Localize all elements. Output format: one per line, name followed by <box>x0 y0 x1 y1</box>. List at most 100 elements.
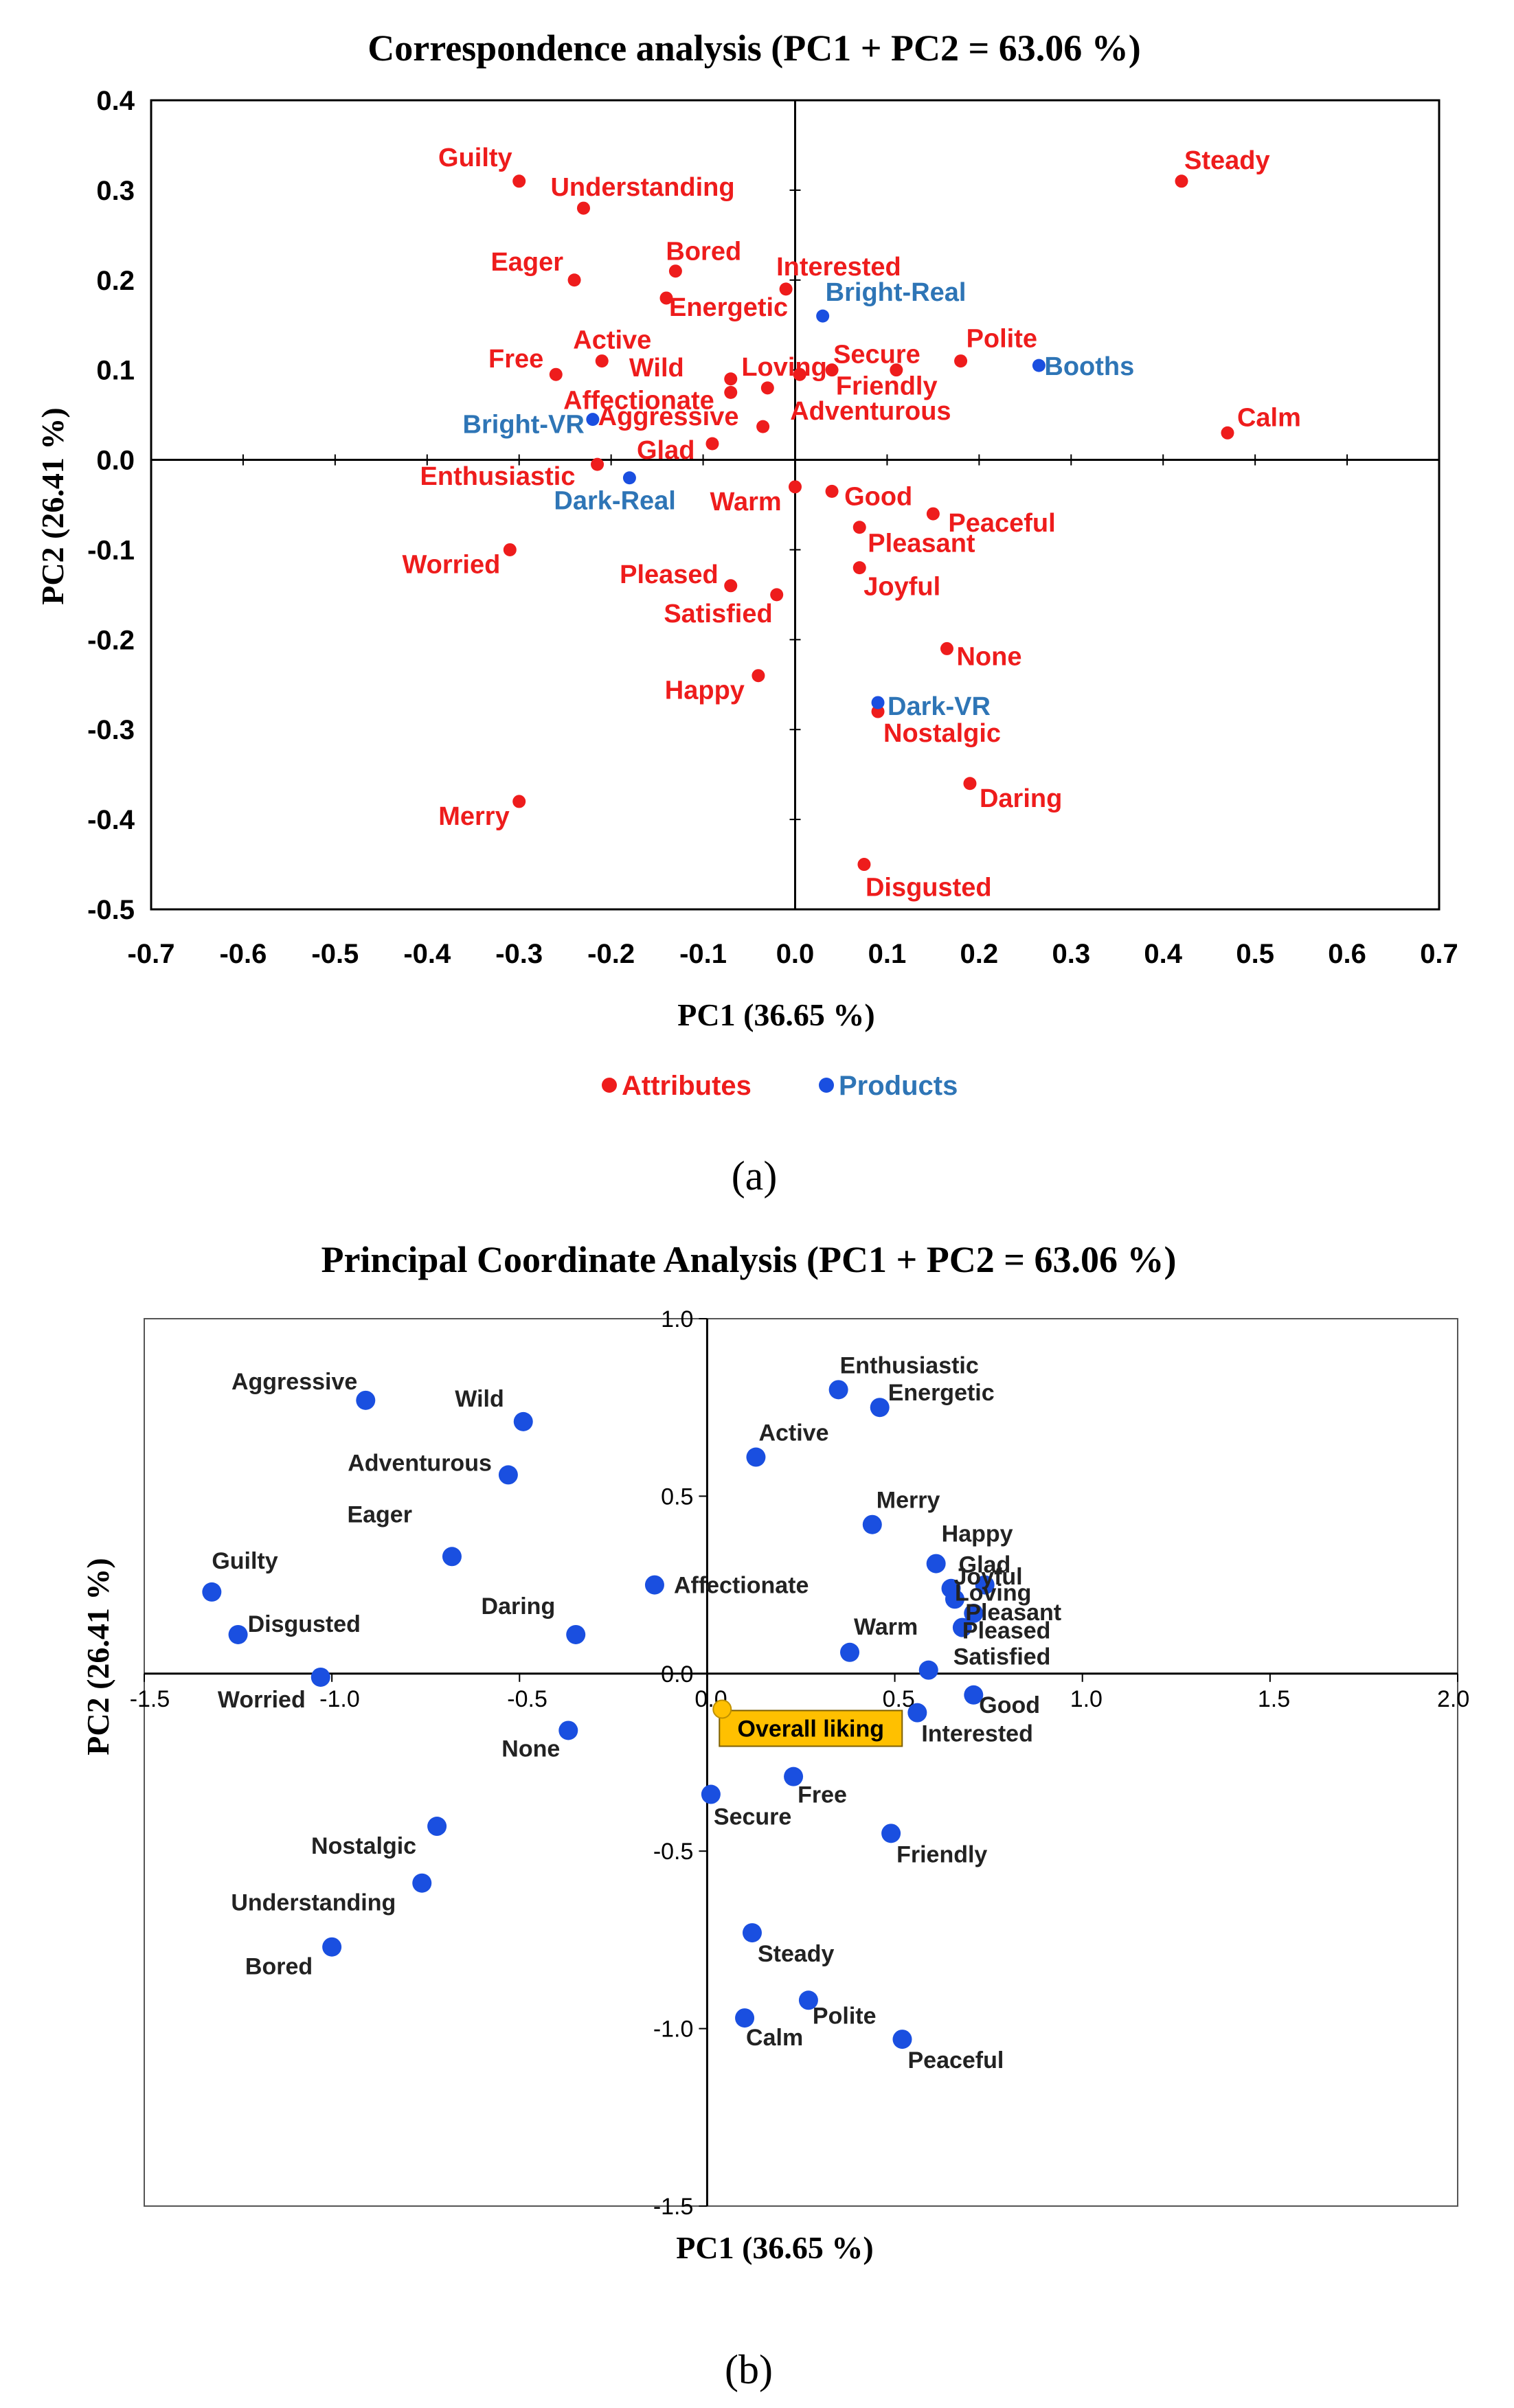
point-a-dark-real <box>622 471 636 485</box>
label-a-wild: Wild <box>629 354 684 383</box>
label-b-satisfied: Satisfied <box>953 1644 1051 1670</box>
point-b-daring <box>566 1624 586 1644</box>
chart-a-x-tick-label: 0.6 <box>1328 939 1366 969</box>
point-a-active <box>595 354 609 368</box>
chart-b-y-tick-labels: 1.0 0.5 0.0 -0.5 -1.0 -1.5 <box>653 1306 694 2220</box>
label-a-joyful: Joyful <box>863 573 940 602</box>
point-a-warm <box>789 480 802 494</box>
chart-b-x-tick-labels: -1.5 -1.0 -0.5 0.0 0.5 1.0 1.5 2.0 <box>130 1686 1470 1712</box>
point-b-active <box>746 1447 766 1467</box>
point-a-energetic <box>659 291 673 305</box>
chart-b-x-tick-label: 2.0 <box>1437 1686 1469 1712</box>
chart-a-title: Correspondence analysis (PC1 + PC2 = 63.… <box>368 27 1141 69</box>
point-b-free <box>784 1767 804 1786</box>
label-b-wild: Wild <box>455 1386 504 1412</box>
legend-attributes-label: Attributes <box>622 1071 752 1101</box>
chart-a-x-tick-label: -0.3 <box>495 939 543 969</box>
label-a-aggressive: Aggressive <box>598 402 739 431</box>
point-b-disgusted <box>228 1624 248 1644</box>
point-a-wild <box>724 372 738 386</box>
label-b-joyful: Joyful <box>954 1564 1023 1590</box>
point-b-steady <box>742 1923 762 1943</box>
point-b-merry <box>862 1514 882 1534</box>
point-a-bored <box>668 264 682 278</box>
label-b-calm: Calm <box>746 2025 803 2051</box>
chart-a-y-tick-label: -0.5 <box>87 895 135 925</box>
point-b-affectionate <box>644 1575 664 1595</box>
label-a-glad: Glad <box>637 436 694 465</box>
label-a-secure: Secure <box>833 341 920 370</box>
point-a-good <box>825 484 839 498</box>
label-a-peaceful: Peaceful <box>948 509 1055 538</box>
panel-a-correspondence-analysis: Correspondence analysis (PC1 + PC2 = 63.… <box>35 27 1458 1199</box>
chart-b-plot-frame <box>144 1318 1458 2207</box>
label-b-daring: Daring <box>482 1593 556 1620</box>
chart-a-x-tick-label: -0.1 <box>679 939 727 969</box>
label-a-happy: Happy <box>665 677 745 705</box>
label-a-pleasant: Pleasant <box>868 530 975 558</box>
point-a-polite <box>954 354 968 368</box>
point-a-daring <box>963 777 977 791</box>
label-b-friendly: Friendly <box>896 1841 987 1867</box>
label-b-bored: Bored <box>245 1954 313 1980</box>
point-a-satisfied <box>770 588 784 602</box>
panel-b-principal-coordinate-analysis: Principal Coordinate Analysis (PC1 + PC2… <box>80 1239 1469 2392</box>
chart-a-x-tick-label: -0.6 <box>219 939 267 969</box>
point-a-aggressive <box>756 420 770 433</box>
chart-a-y-tick-label: -0.4 <box>87 805 135 835</box>
chart-b-x-axis-label: PC1 (36.65 %) <box>676 2230 873 2265</box>
label-b-energetic: Energetic <box>888 1380 995 1406</box>
label-b-pleasant: Pleasant <box>965 1600 1061 1626</box>
label-a-bored: Bored <box>666 238 741 266</box>
label-a-friendly: Friendly <box>836 372 938 401</box>
legend-products-label: Products <box>839 1071 958 1101</box>
label-b-active: Active <box>758 1420 828 1446</box>
legend-products-marker <box>819 1078 834 1093</box>
chart-b-x-tick-label: -0.5 <box>507 1686 547 1712</box>
chart-a-y-tick-label: 0.0 <box>96 446 135 476</box>
chart-a-x-tick-label: 0.7 <box>1420 939 1458 969</box>
chart-a-x-tick-label: 0.3 <box>1052 939 1090 969</box>
chart-a-point-labels: Guilty Understanding Eager Bored Interested E… <box>402 144 1300 902</box>
label-b-enthusiastic: Enthusiastic <box>840 1352 979 1378</box>
label-a-booths: Booths <box>1044 352 1134 381</box>
label-a-worried: Worried <box>402 550 500 579</box>
point-b-pleased <box>952 1617 972 1637</box>
point-b-interested <box>907 1703 927 1723</box>
chart-b-x-tick-label: -1.0 <box>319 1686 360 1712</box>
point-b-energetic <box>870 1398 890 1418</box>
point-b-peaceful <box>892 2030 912 2049</box>
point-b-none <box>558 1720 578 1740</box>
point-b-happy <box>926 1554 946 1574</box>
point-b-loving <box>945 1589 964 1609</box>
label-a-understanding: Understanding <box>550 173 734 202</box>
label-a-eager: Eager <box>490 248 563 277</box>
chart-a-x-tick-label: 0.0 <box>776 939 815 969</box>
label-b-glad: Glad <box>959 1552 1011 1578</box>
chart-b-point-labels: Aggressive Wild Adventurous Eager Affectiona… <box>212 1352 1061 2074</box>
chart-a-legend: Attributes Products <box>602 1071 958 1101</box>
point-b-pleasant <box>964 1603 984 1623</box>
point-a-guilty <box>512 174 526 188</box>
chart-b-x-tick-label: 1.0 <box>1070 1686 1103 1712</box>
chart-b-x-tick-label: 1.5 <box>1258 1686 1290 1712</box>
label-b-guilty: Guilty <box>212 1548 278 1574</box>
label-a-loving: Loving <box>741 353 827 382</box>
chart-a-x-tick-label: 0.1 <box>868 939 907 969</box>
point-b-secure <box>701 1784 721 1804</box>
chart-a-x-axis-label: PC1 (36.65 %) <box>677 997 874 1032</box>
label-b-eager: Eager <box>347 1501 412 1527</box>
point-a-understanding <box>576 201 590 215</box>
chart-a-y-tick-labels: 0.4 0.3 0.2 0.1 0.0 -0.1 -0.2 -0.3 -0.4 -0.5 <box>87 86 135 925</box>
point-a-bright-vr <box>586 413 600 427</box>
chart-b-x-tick-label: -1.5 <box>130 1686 170 1712</box>
point-a-eager <box>567 273 581 287</box>
point-a-secure <box>825 363 839 377</box>
overall-liking-box <box>719 1710 903 1747</box>
chart-a-y-tick-label: -0.3 <box>87 715 135 745</box>
chart-a-y-tick-label: 0.2 <box>96 266 135 296</box>
point-a-pleasant <box>852 521 866 534</box>
chart-b-title: Principal Coordinate Analysis (PC1 + PC2… <box>321 1239 1176 1280</box>
chart-a-points <box>503 174 1234 872</box>
point-b-nostalgic <box>427 1817 447 1837</box>
